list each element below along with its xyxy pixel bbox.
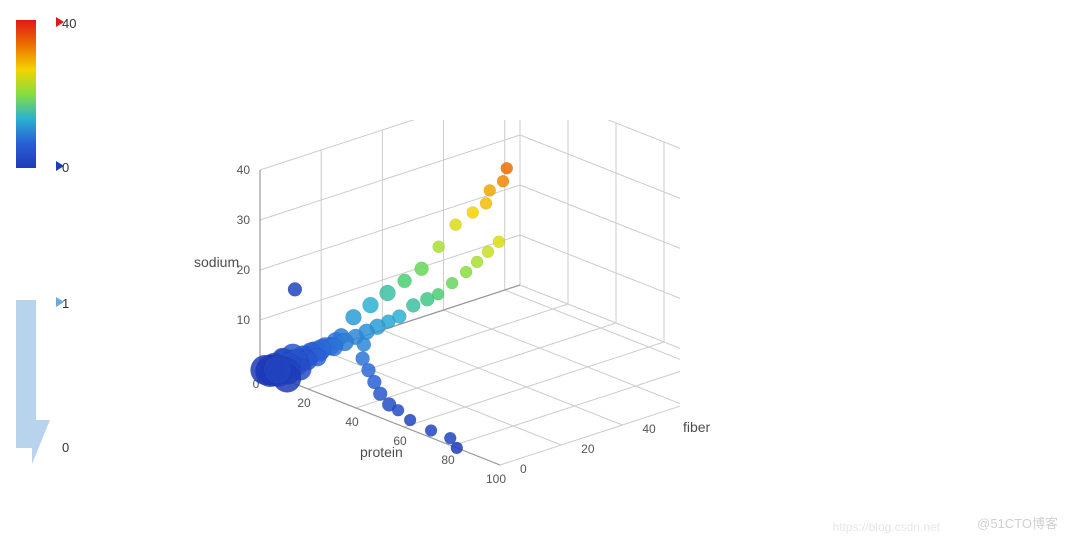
svg-text:30: 30 (237, 213, 251, 227)
visual-map-color[interactable]: 40 0 (16, 20, 36, 168)
x-axis-label: protein (360, 444, 403, 460)
visual-map-min-label: 0 (62, 440, 69, 455)
visual-map-max-label: 1 (62, 296, 69, 311)
svg-text:0: 0 (520, 462, 527, 476)
svg-text:40: 40 (237, 163, 251, 177)
svg-text:20: 20 (297, 396, 311, 410)
chart-root: { "colorScale": ["#1e3bb8","#2a5fd6","#2… (0, 0, 1080, 542)
z-axis-label: sodium (194, 254, 239, 270)
visual-map-min-label: 0 (62, 160, 69, 175)
scatter3d-svg: 02040608010002040608010203040 (200, 120, 680, 500)
watermark-blog: https://blog.csdn.net (833, 520, 940, 534)
svg-text:10: 10 (237, 313, 251, 327)
visual-map-size[interactable]: 1 0 (16, 300, 36, 448)
svg-text:20: 20 (581, 442, 595, 456)
y-axis-label: fiber (683, 419, 710, 435)
visual-map-max-label: 40 (62, 16, 76, 31)
scatter3d-chart[interactable]: 02040608010002040608010203040 protein fi… (200, 120, 680, 500)
svg-text:40: 40 (345, 415, 359, 429)
svg-text:100: 100 (486, 472, 506, 486)
svg-text:40: 40 (642, 422, 656, 436)
svg-text:80: 80 (441, 453, 455, 467)
visual-map-gradient[interactable] (16, 20, 36, 168)
visual-map-handle-bottom[interactable] (32, 420, 50, 464)
watermark-site: @51CTO博客 (977, 513, 1058, 532)
